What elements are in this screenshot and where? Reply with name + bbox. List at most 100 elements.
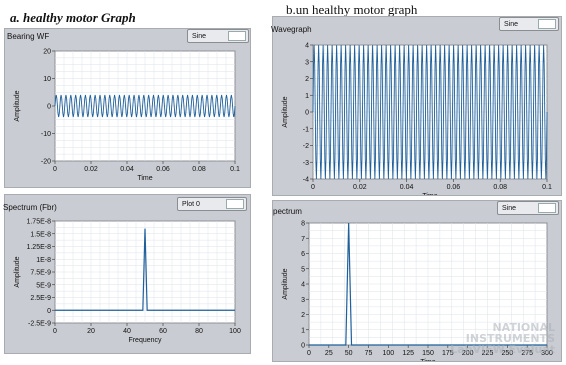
- caption-unhealthy: b.un healthy motor graph: [286, 2, 418, 17]
- x-tick-label: 0.02: [353, 184, 367, 191]
- y-tick-label: 20: [43, 49, 51, 56]
- x-tick-label: 0.1: [542, 184, 552, 191]
- panel-title: Spectrum (Fbr): [3, 203, 57, 212]
- bearing-wf-panel: Bearing WF Sine 0 0.02 0.04 0.06 0.08 0.1 20 10…: [4, 28, 251, 188]
- y-tick-label: 6: [301, 251, 305, 258]
- plot-legend-label: Sine: [192, 32, 207, 40]
- y-axis-label: Amplitude: [282, 268, 289, 299]
- y-tick-label: 1.75E-8: [26, 219, 51, 226]
- x-tick-label: 50: [345, 350, 353, 357]
- caption-healthy: a. healthy motor Graph: [10, 10, 136, 25]
- plot-legend-label: Sine: [502, 204, 517, 212]
- y-tick-label: -2.5E-9: [28, 321, 51, 328]
- y-tick-label: -2: [303, 143, 309, 150]
- ni-watermark: NATIONAL INSTRUMENTS LabVIEW Evaluat: [450, 322, 555, 355]
- y-tick-label: 5: [301, 266, 305, 273]
- spectrum-fbr-graph[interactable]: 0 20 40 60 80 100 1.75E-8 1.5E-8 1.25E-8 1E-8 7.5E…: [7, 215, 248, 351]
- wavegraph-panel: Wavegraph Sine 0 0.02 0.04 0.06 0.08 0.1 4 3 2 1 0…: [271, 16, 562, 196]
- y-tick-label: 2: [305, 76, 309, 83]
- plot-legend-button[interactable]: Sine: [499, 17, 559, 31]
- panel-title: Wavegraph: [271, 25, 312, 34]
- y-tick-label: 4: [301, 282, 305, 289]
- x-tick-label: 0.06: [156, 166, 170, 173]
- line-style-swatch: [538, 19, 556, 29]
- watermark-line: LabVIEW Evaluat: [450, 343, 555, 356]
- line-style-swatch: [226, 199, 244, 209]
- y-tick-label: 1.25E-8: [26, 244, 51, 251]
- x-tick-label: 0.04: [400, 184, 414, 191]
- y-tick-label: 1: [305, 93, 309, 100]
- x-tick-label: 20: [87, 328, 95, 335]
- x-tick-label: 0.02: [84, 166, 98, 173]
- x-axis-label: Time: [420, 359, 435, 361]
- x-tick-label: 0: [53, 166, 57, 173]
- x-tick-label: 100: [229, 328, 241, 335]
- watermark-line: INSTRUMENTS: [465, 332, 555, 345]
- x-tick-label: 75: [365, 350, 373, 357]
- y-tick-label: -3: [303, 160, 309, 167]
- x-tick-label: 0: [307, 350, 311, 357]
- x-tick-label: 0.04: [120, 166, 134, 173]
- x-tick-label: 0: [53, 328, 57, 335]
- y-tick-label: 8: [301, 221, 305, 228]
- y-tick-label: 4: [305, 43, 309, 50]
- y-tick-label: 0: [47, 104, 51, 111]
- x-tick-label: 0.1: [230, 166, 240, 173]
- bearing-wf-graph[interactable]: 0 0.02 0.04 0.06 0.08 0.1 20 10 0 -10 -20 Time Ampli…: [7, 41, 248, 187]
- x-tick-label: 300: [541, 350, 553, 357]
- y-tick-label: 1E-8: [36, 257, 51, 264]
- y-tick-label: 3: [301, 297, 305, 304]
- spectrum-graph[interactable]: 0 25 50 75 100 125 150 175 200 225 250 275 300 8 7 6 5 4 3…: [275, 217, 559, 362]
- y-tick-label: 7: [301, 236, 305, 243]
- x-tick-label: 175: [442, 350, 454, 357]
- x-tick-label: 60: [159, 328, 167, 335]
- y-tick-label: 3: [305, 59, 309, 66]
- spectrum-peak: [55, 228, 235, 311]
- y-tick-label: -1: [303, 126, 309, 133]
- line-style-swatch: [538, 203, 556, 213]
- watermark-line: NATIONAL: [492, 321, 555, 334]
- plot-legend-button[interactable]: Sine: [187, 29, 249, 43]
- spectrum-fbr-panel: Spectrum (Fbr) Plot 0 0 20 40 60 80 100 1.75E-…: [3, 194, 251, 354]
- y-axis-label: Amplitude: [282, 96, 289, 127]
- line-style-swatch: [228, 31, 246, 41]
- x-tick-label: 0.08: [192, 166, 206, 173]
- x-tick-label: 100: [382, 350, 394, 357]
- y-tick-label: -4: [303, 177, 309, 184]
- x-tick-label: 0.06: [447, 184, 461, 191]
- x-tick-label: 40: [123, 328, 131, 335]
- x-tick-label: 150: [422, 350, 434, 357]
- plot-legend-button[interactable]: Plot 0: [177, 197, 247, 211]
- signal-trace: [54, 94, 236, 118]
- y-tick-label: 0: [47, 308, 51, 315]
- x-tick-label: 25: [325, 350, 333, 357]
- y-tick-label: 0: [305, 110, 309, 117]
- x-axis-label: Frequency: [128, 337, 162, 344]
- y-tick-label: -20: [41, 159, 51, 166]
- y-axis-label: Amplitude: [14, 90, 21, 121]
- signal-trace: [312, 44, 548, 180]
- wavegraph-graph[interactable]: 0 0.02 0.04 0.06 0.08 0.1 4 3 2 1 0 -1 -2 -3 -4 Time Amp…: [275, 35, 559, 196]
- x-tick-label: 250: [501, 350, 513, 357]
- x-tick-label: 225: [482, 350, 494, 357]
- x-axis-label: Time: [137, 175, 152, 182]
- plot-legend-label: Plot 0: [182, 200, 200, 208]
- y-tick-label: 5E-9: [36, 282, 51, 289]
- y-tick-label: 1.5E-8: [30, 231, 51, 238]
- x-tick-label: 0: [311, 184, 315, 191]
- spectrum-panel: pectrum Sine 0 25 50 75 100 125 150 175 200 225 25…: [272, 200, 562, 362]
- y-tick-label: 7.5E-9: [30, 270, 51, 277]
- x-tick-label: 200: [462, 350, 474, 357]
- plot-legend-label: Sine: [504, 20, 519, 28]
- y-tick-label: -10: [41, 131, 51, 138]
- plot-legend-button[interactable]: Sine: [497, 201, 559, 215]
- y-tick-label: 2: [301, 312, 305, 319]
- x-tick-label: 125: [402, 350, 414, 357]
- spectrum-peak: [309, 222, 547, 346]
- y-tick-label: 10: [43, 76, 51, 83]
- y-tick-label: 2.5E-9: [30, 295, 51, 302]
- x-tick-label: 275: [521, 350, 533, 357]
- y-tick-label: 1: [301, 327, 305, 334]
- x-axis-label: Time: [422, 193, 437, 195]
- y-axis-label: Amplitude: [14, 256, 21, 287]
